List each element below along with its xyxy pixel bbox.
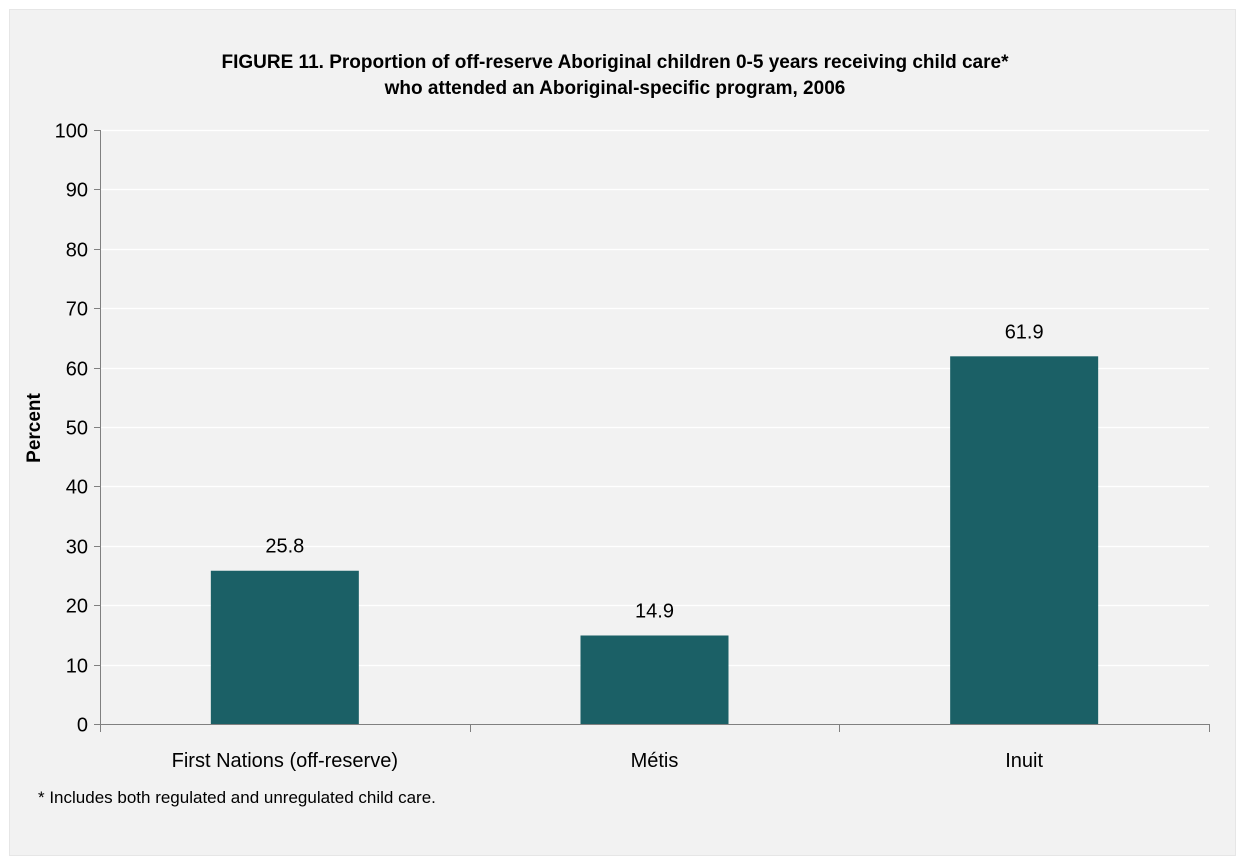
bar — [580, 635, 729, 724]
x-tick-label: Métis — [631, 750, 679, 772]
y-tick-label: 0 — [77, 715, 88, 737]
bars — [210, 356, 1099, 724]
labels: 0 10 20 30 40 50 60 70 80 90 100 25.8 First Nations … — [55, 121, 1044, 773]
chart-title-line-2: who attended an Aboriginal-specific prog… — [384, 78, 846, 99]
bar — [950, 356, 1099, 724]
data-label: 25.8 — [265, 536, 304, 558]
x-tick-label: Inuit — [1005, 750, 1043, 772]
data-label: 14.9 — [635, 600, 674, 622]
y-tick-label: 40 — [66, 477, 88, 499]
y-tick-label: 80 — [66, 240, 88, 262]
y-tick-label: 20 — [66, 596, 88, 618]
chart-title: FIGURE 11. Proportion of off-reserve Abo… — [150, 50, 1080, 102]
y-axis-title: Percent — [24, 392, 45, 462]
y-tick-label: 100 — [55, 121, 88, 143]
y-tick-label: 60 — [66, 359, 88, 381]
chart-title-line-1: FIGURE 11. Proportion of off-reserve Abo… — [221, 52, 1009, 73]
footnote: * Includes both regulated and unregulate… — [38, 788, 436, 807]
y-tick-label: 10 — [66, 656, 88, 678]
y-tick-label: 70 — [66, 299, 88, 321]
y-tick-label: 90 — [66, 180, 88, 202]
bar — [210, 570, 359, 724]
y-tick-label: 30 — [66, 537, 88, 559]
axes — [94, 130, 1210, 732]
x-tick-label: First Nations (off-reserve) — [172, 750, 398, 772]
y-tick-label: 50 — [66, 418, 88, 440]
data-label: 61.9 — [1005, 321, 1044, 343]
